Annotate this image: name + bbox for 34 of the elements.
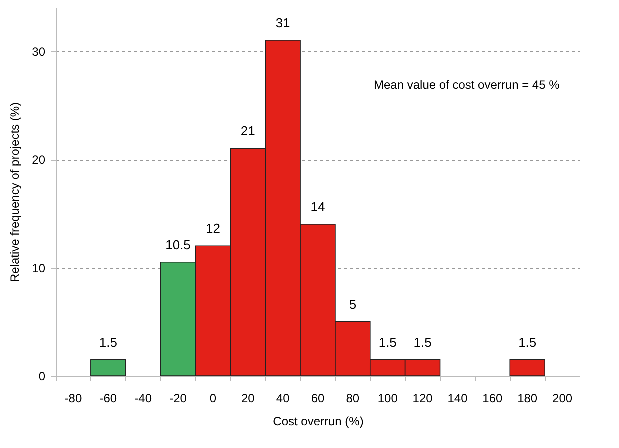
y-axis-title: Relative frequency of projects (%): [8, 102, 22, 283]
x-tick-label: -40: [134, 392, 152, 406]
data-label: 14: [310, 199, 326, 214]
x-tick-label: 200: [552, 392, 573, 406]
data-label: 31: [276, 15, 290, 30]
y-tick-label: 30: [32, 44, 46, 59]
y-tick-label: 10: [32, 261, 46, 276]
data-label: 12: [206, 221, 220, 236]
x-tick-label: 180: [518, 392, 538, 406]
y-tick-label: 20: [32, 153, 46, 168]
x-tick-label: 140: [448, 392, 468, 406]
x-tick-label: 100: [378, 392, 398, 406]
x-tick-label: 20: [241, 392, 256, 406]
x-tick-label: -20: [170, 392, 188, 406]
data-label: 1.5: [99, 334, 118, 350]
data-label: 10.5: [166, 237, 191, 252]
x-axis-title: Cost overrun (%): [273, 414, 364, 428]
x-tick-label: 0: [210, 392, 217, 406]
x-tick-label: -60: [100, 392, 118, 406]
x-tick-label: 60: [311, 392, 325, 406]
x-tick-label: -80: [64, 392, 82, 406]
x-tick-label: 80: [346, 392, 360, 406]
x-tick-label: 120: [412, 392, 434, 406]
x-tick-label: 40: [276, 392, 290, 406]
y-tick-label: 0: [38, 370, 46, 384]
bar: [510, 359, 546, 376]
data-label: 1.5: [414, 334, 432, 350]
data-label: 1.5: [378, 334, 397, 350]
data-label: 1.5: [518, 334, 537, 350]
data-label: 21: [240, 124, 256, 139]
annotation: Mean value of cost overrun = 45 %: [374, 78, 560, 92]
bar: [90, 359, 126, 376]
x-tick-label: 160: [482, 392, 503, 406]
data-label: 5: [349, 296, 357, 312]
